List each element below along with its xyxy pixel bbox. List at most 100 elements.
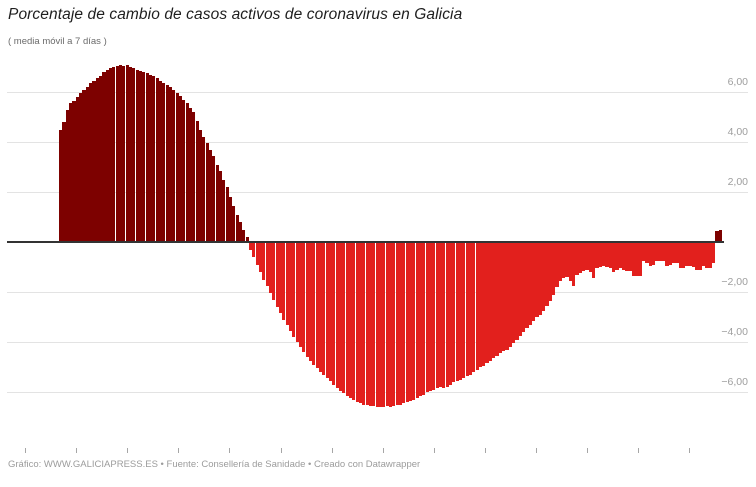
bar	[112, 67, 116, 242]
y-axis-label: 4,00	[727, 126, 748, 138]
bar	[75, 97, 79, 242]
bar	[702, 242, 706, 266]
bar	[685, 242, 689, 266]
bar	[552, 242, 556, 295]
bar	[705, 242, 709, 269]
bar	[492, 242, 496, 359]
bar	[322, 242, 326, 375]
bar	[402, 242, 406, 404]
bar	[675, 242, 679, 264]
chart-title: Porcentaje de cambio de casos activos de…	[8, 6, 463, 23]
bar	[192, 112, 196, 242]
bar	[348, 242, 353, 399]
bar	[82, 89, 86, 242]
bar	[355, 242, 359, 402]
bar	[668, 242, 672, 265]
x-axis-tick	[331, 448, 333, 453]
bar	[272, 242, 276, 300]
bar	[345, 242, 349, 396]
bar	[148, 74, 153, 242]
bar	[388, 242, 393, 407]
x-axis-tick	[382, 448, 384, 453]
bar	[715, 230, 719, 242]
bar	[258, 242, 263, 272]
bar	[328, 242, 333, 381]
bar	[392, 242, 396, 406]
bar	[132, 68, 136, 242]
bar	[92, 80, 96, 242]
x-axis-tick	[229, 448, 231, 453]
bar	[688, 242, 692, 266]
bar	[145, 73, 149, 242]
bar	[265, 242, 269, 286]
bar	[488, 242, 492, 361]
bar	[502, 242, 506, 351]
bar	[645, 242, 649, 264]
bar	[59, 129, 63, 242]
bar	[545, 242, 549, 306]
bar	[642, 242, 646, 261]
bar	[72, 100, 76, 242]
bar	[712, 242, 716, 264]
chart-footer: Gráfico: WWW.GALICIAPRESS.ES • Fuente: C…	[8, 459, 421, 470]
bar	[188, 108, 193, 242]
bar	[465, 242, 469, 376]
bar	[312, 242, 316, 365]
bar	[608, 242, 612, 269]
bar	[525, 242, 529, 329]
bar	[655, 242, 659, 261]
bar	[588, 242, 592, 272]
bar	[658, 242, 662, 261]
bar	[208, 149, 213, 242]
bar	[612, 242, 616, 272]
bar	[568, 242, 572, 281]
bar	[102, 72, 106, 242]
bar	[408, 242, 413, 401]
bar	[342, 242, 346, 394]
bar	[332, 242, 336, 385]
bar	[298, 242, 303, 347]
bar	[228, 197, 233, 242]
bar	[278, 242, 283, 314]
bar	[672, 242, 676, 264]
bar	[395, 242, 399, 405]
bar	[592, 242, 596, 279]
x-axis-tick	[638, 448, 640, 453]
bar	[438, 242, 443, 387]
bar	[505, 242, 509, 350]
bar	[62, 122, 66, 242]
bar	[268, 242, 273, 294]
bar	[638, 242, 642, 276]
bar	[162, 83, 166, 242]
bar	[435, 242, 439, 389]
bar	[295, 242, 299, 342]
bar	[425, 242, 429, 392]
bar	[368, 242, 373, 406]
x-axis-tick	[689, 448, 691, 453]
bar	[205, 143, 209, 242]
bar	[385, 242, 389, 406]
bar	[168, 87, 173, 242]
bar	[468, 242, 473, 375]
bar	[128, 67, 133, 242]
bar	[508, 242, 512, 347]
bar	[338, 242, 343, 391]
bar	[98, 75, 103, 242]
bar	[325, 242, 329, 379]
bar	[135, 69, 139, 242]
bar	[648, 242, 652, 266]
bar	[358, 242, 363, 404]
bar	[68, 103, 73, 242]
bar	[262, 242, 266, 280]
bar	[582, 242, 586, 271]
bar	[175, 93, 179, 242]
bar	[445, 242, 449, 387]
bar	[235, 214, 239, 242]
bar	[462, 242, 466, 379]
bar	[232, 205, 236, 242]
x-axis-tick	[587, 448, 589, 453]
bar	[305, 242, 309, 357]
bar	[578, 242, 582, 274]
x-axis-tick	[484, 448, 486, 453]
